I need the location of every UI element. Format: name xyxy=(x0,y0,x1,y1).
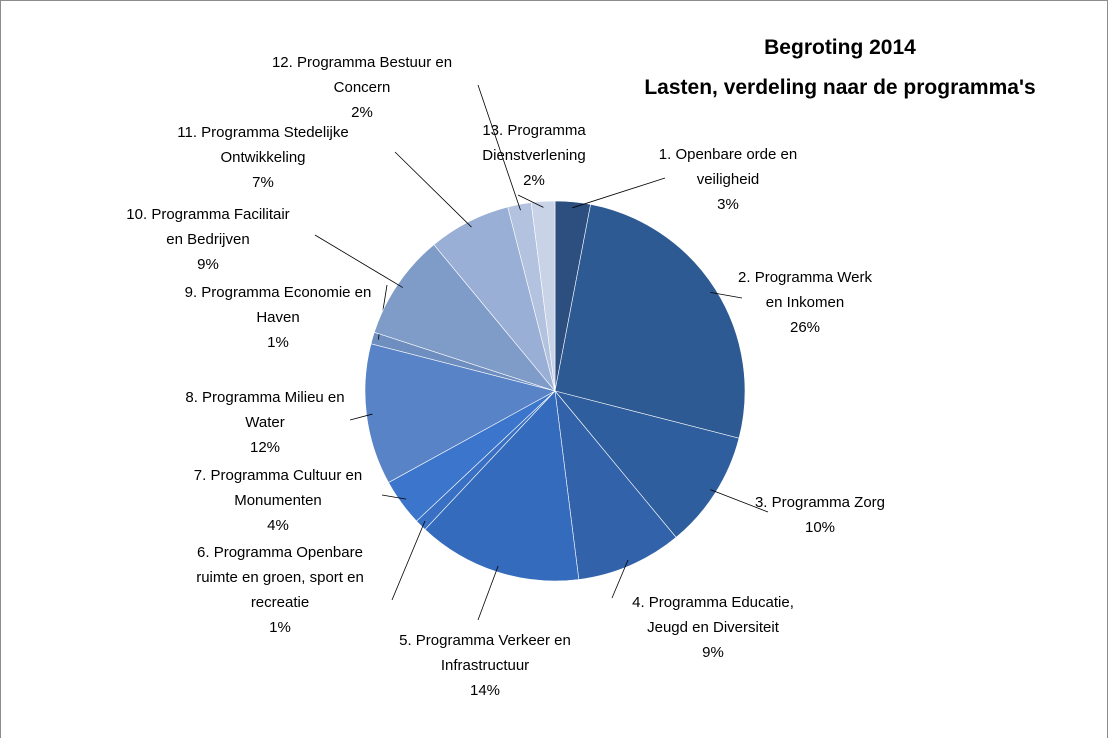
data-label: 4. Programma Educatie, Jeugd en Diversit… xyxy=(613,590,813,665)
data-label: 13. Programma Dienstverlening 2% xyxy=(459,118,609,193)
data-label: 9. Programma Economie en Haven 1% xyxy=(168,280,388,355)
data-label: 3. Programma Zorg 10% xyxy=(735,490,905,540)
value-label: 7% xyxy=(252,174,274,191)
category-label: 10. Programma Facilitair en Bedrijven xyxy=(126,206,290,248)
data-label: 12. Programma Bestuur en Concern 2% xyxy=(242,50,482,125)
category-label: 4. Programma Educatie, Jeugd en Diversit… xyxy=(632,594,794,636)
leader-line xyxy=(477,565,499,621)
leader-line xyxy=(710,489,769,513)
category-label: 1. Openbare orde en veiligheid xyxy=(658,146,798,188)
category-label: 5. Programma Verkeer en Infrastructuur xyxy=(399,632,571,674)
pie-slice xyxy=(530,200,556,392)
leader-line xyxy=(381,494,407,500)
pie-slice xyxy=(554,204,746,439)
value-label: 9% xyxy=(197,256,219,273)
value-label: 14% xyxy=(469,682,501,699)
data-label: 8. Programma Milieu en Water 12% xyxy=(180,385,350,460)
category-label: 2. Programma Werk en Inkomen xyxy=(738,269,872,311)
leader-line xyxy=(391,520,426,601)
data-label: 10. Programma Facilitair en Bedrijven 9% xyxy=(118,202,298,277)
value-label: 2% xyxy=(351,104,373,121)
category-label: 7. Programma Cultuur en Monumenten xyxy=(193,467,363,509)
value-label: 2% xyxy=(523,172,545,189)
leader-line xyxy=(611,559,629,599)
category-label: 3. Programma Zorg xyxy=(754,494,886,511)
leader-line xyxy=(477,84,521,211)
data-label: 6. Programma Openbare ruimte en groen, s… xyxy=(175,540,385,640)
chart-title: Begroting 2014 xyxy=(764,36,916,59)
category-label: 12. Programma Bestuur en Concern xyxy=(271,54,453,96)
data-label: 1. Openbare orde en veiligheid 3% xyxy=(648,142,808,217)
data-label: 5. Programma Verkeer en Infrastructuur 14… xyxy=(375,628,595,703)
category-label: 8. Programma Milieu en Water xyxy=(185,389,345,431)
category-label: 6. Programma Openbare ruimte en groen, s… xyxy=(196,544,364,611)
leader-line xyxy=(349,413,373,421)
pie-slice xyxy=(554,390,677,580)
value-label: 26% xyxy=(789,319,821,336)
leader-line xyxy=(314,234,404,288)
pie-slice xyxy=(554,390,740,538)
value-label: 9% xyxy=(702,644,724,661)
value-label: 3% xyxy=(717,196,739,213)
pie-slice xyxy=(364,343,556,483)
category-label: 13. Programma Dienstverlening xyxy=(482,122,586,164)
value-label: 1% xyxy=(267,334,289,351)
leader-line xyxy=(517,194,544,208)
data-label: 7. Programma Cultuur en Monumenten 4% xyxy=(178,463,378,538)
leader-line xyxy=(394,151,472,228)
category-label: 9. Programma Economie en Haven xyxy=(184,284,372,326)
value-label: 1% xyxy=(269,619,291,636)
value-label: 10% xyxy=(804,519,836,536)
leader-line xyxy=(572,177,666,209)
chart-subtitle: Lasten, verdeling naar de programma's xyxy=(644,76,1036,99)
leader-line xyxy=(710,292,743,299)
data-label: 11. Programma Stedelijke Ontwikkeling 7% xyxy=(163,120,363,195)
category-label: 11. Programma Stedelijke Ontwikkeling xyxy=(177,124,349,166)
value-label: 12% xyxy=(249,439,281,456)
data-label: 2. Programma Werk en Inkomen 26% xyxy=(730,265,880,340)
value-label: 4% xyxy=(267,517,289,534)
